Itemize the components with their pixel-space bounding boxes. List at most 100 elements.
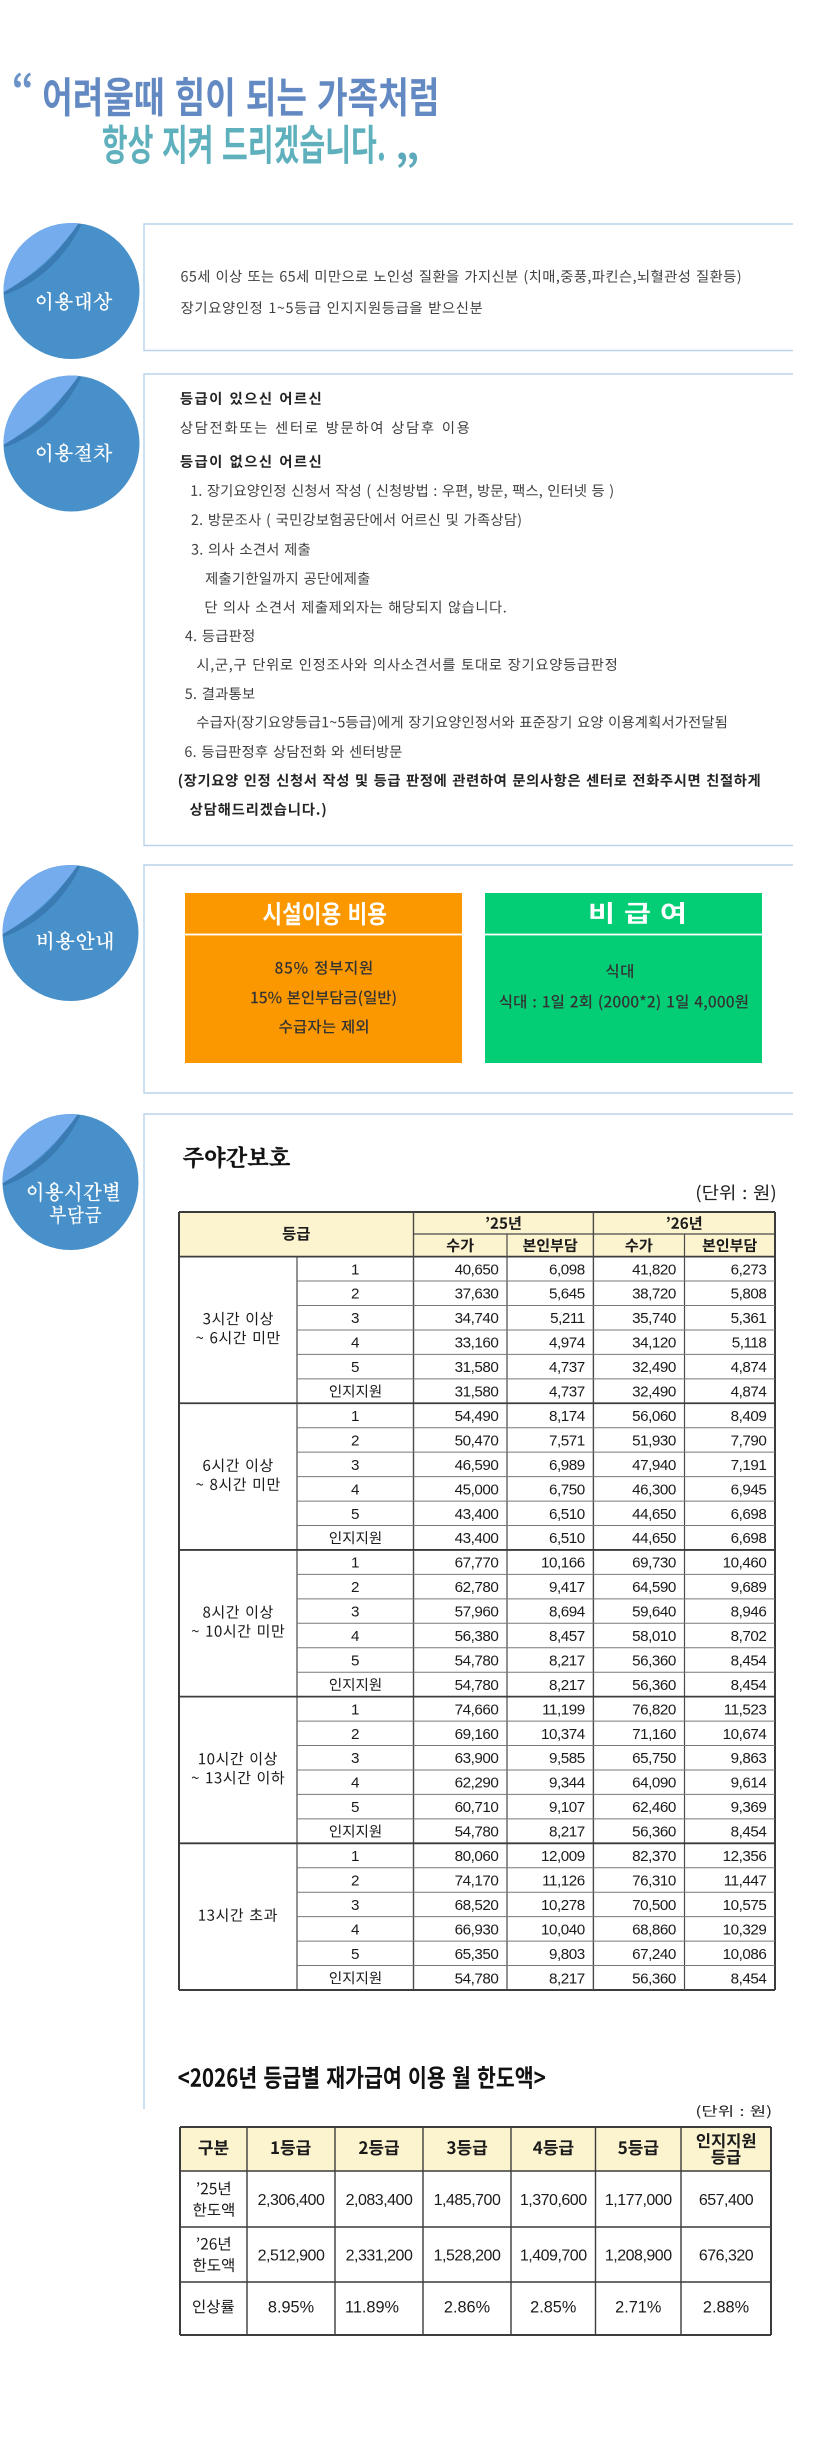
- svg-text:8,409: 8,409: [731, 1408, 767, 1425]
- svg-text:9,585: 9,585: [549, 1750, 585, 1767]
- svg-text:5: 5: [351, 1652, 359, 1669]
- svg-text:57,960: 57,960: [455, 1604, 499, 1621]
- svg-text:67,240: 67,240: [632, 1946, 676, 1963]
- svg-text:32,490: 32,490: [632, 1384, 676, 1401]
- svg-text:6,945: 6,945: [731, 1481, 767, 1498]
- svg-text:5: 5: [351, 1799, 359, 1816]
- svg-text:10,040: 10,040: [541, 1921, 585, 1938]
- svg-text:2: 2: [351, 1432, 359, 1449]
- svg-text:4: 4: [351, 1335, 359, 1352]
- svg-text:7,571: 7,571: [549, 1432, 585, 1449]
- svg-text:8,694: 8,694: [549, 1604, 585, 1621]
- svg-text:56,360: 56,360: [632, 1824, 676, 1841]
- svg-text:46,590: 46,590: [455, 1457, 499, 1474]
- svg-text:8,217: 8,217: [549, 1824, 585, 1841]
- svg-text:1,370,600: 1,370,600: [520, 2192, 587, 2209]
- svg-text:67,770: 67,770: [455, 1555, 499, 1572]
- svg-text:4,737: 4,737: [549, 1384, 585, 1401]
- svg-text:44,650: 44,650: [632, 1506, 676, 1523]
- svg-text:6,698: 6,698: [731, 1506, 767, 1523]
- svg-text:4: 4: [351, 1628, 359, 1645]
- svg-text:64,590: 64,590: [632, 1579, 676, 1596]
- svg-text:63,900: 63,900: [455, 1750, 499, 1767]
- svg-text:2: 2: [351, 1726, 359, 1743]
- svg-text:38,720: 38,720: [632, 1286, 676, 1303]
- svg-text:8,946: 8,946: [731, 1604, 767, 1621]
- svg-text:12,356: 12,356: [723, 1848, 767, 1865]
- svg-text:60,710: 60,710: [455, 1799, 499, 1816]
- svg-text:10,166: 10,166: [541, 1555, 585, 1572]
- svg-text:9,417: 9,417: [549, 1579, 585, 1596]
- svg-text:9,344: 9,344: [549, 1775, 585, 1792]
- svg-text:10,329: 10,329: [723, 1921, 767, 1938]
- svg-text:82,370: 82,370: [632, 1848, 676, 1865]
- svg-text:4,737: 4,737: [549, 1359, 585, 1376]
- svg-text:8,454: 8,454: [731, 1824, 767, 1841]
- svg-text:12,009: 12,009: [541, 1848, 585, 1865]
- svg-text:6,273: 6,273: [731, 1261, 767, 1278]
- svg-text:68,860: 68,860: [632, 1921, 676, 1938]
- svg-text:65,350: 65,350: [455, 1946, 499, 1963]
- svg-text:11.89%: 11.89%: [345, 2298, 399, 2316]
- svg-text:11,126: 11,126: [542, 1872, 585, 1889]
- svg-text:56,380: 56,380: [455, 1628, 499, 1645]
- svg-text:3: 3: [351, 1457, 359, 1474]
- svg-text:56,360: 56,360: [632, 1677, 676, 1694]
- svg-text:2.71%: 2.71%: [615, 2298, 661, 2316]
- svg-text:1,485,700: 1,485,700: [434, 2192, 501, 2209]
- svg-text:4,974: 4,974: [549, 1335, 585, 1352]
- svg-text:6,698: 6,698: [731, 1530, 767, 1547]
- svg-text:5,118: 5,118: [732, 1335, 767, 1352]
- svg-text:46,300: 46,300: [632, 1481, 676, 1498]
- svg-text:6,750: 6,750: [549, 1481, 585, 1498]
- svg-text:68,520: 68,520: [455, 1897, 499, 1914]
- svg-text:71,160: 71,160: [632, 1726, 676, 1743]
- svg-text:8,174: 8,174: [549, 1408, 585, 1425]
- svg-text:76,310: 76,310: [632, 1872, 676, 1889]
- svg-text:4,874: 4,874: [731, 1359, 767, 1376]
- svg-text:54,780: 54,780: [455, 1652, 499, 1669]
- svg-text:2,306,400: 2,306,400: [258, 2192, 325, 2209]
- svg-text:62,780: 62,780: [455, 1579, 499, 1596]
- svg-text:5,361: 5,361: [731, 1310, 767, 1327]
- svg-text:676,320: 676,320: [699, 2247, 754, 2264]
- svg-text:1,409,700: 1,409,700: [520, 2247, 587, 2264]
- svg-text:7,191: 7,191: [731, 1457, 767, 1474]
- svg-text:6,510: 6,510: [549, 1530, 585, 1547]
- svg-text:50,470: 50,470: [455, 1432, 499, 1449]
- svg-text:1: 1: [351, 1701, 359, 1718]
- svg-text:43,400: 43,400: [455, 1506, 499, 1523]
- svg-text:5,808: 5,808: [731, 1286, 767, 1303]
- svg-text:69,730: 69,730: [632, 1555, 676, 1572]
- svg-text:1: 1: [351, 1261, 359, 1278]
- svg-text:65,750: 65,750: [632, 1750, 676, 1767]
- svg-text:3: 3: [351, 1750, 359, 1767]
- svg-text:37,630: 37,630: [455, 1286, 499, 1303]
- svg-text:9,803: 9,803: [549, 1946, 585, 1963]
- svg-text:3: 3: [351, 1310, 359, 1327]
- svg-text:1: 1: [351, 1555, 359, 1572]
- svg-text:4: 4: [351, 1921, 359, 1938]
- svg-text:9,614: 9,614: [731, 1775, 767, 1792]
- svg-text:8,454: 8,454: [731, 1652, 767, 1669]
- svg-text:6,989: 6,989: [549, 1457, 585, 1474]
- svg-text:2,512,900: 2,512,900: [258, 2247, 325, 2264]
- svg-text:56,360: 56,360: [632, 1652, 676, 1669]
- svg-text:54,780: 54,780: [455, 1677, 499, 1694]
- svg-text:11,199: 11,199: [542, 1701, 585, 1718]
- svg-text:51,930: 51,930: [632, 1432, 676, 1449]
- svg-text:2,083,400: 2,083,400: [346, 2192, 413, 2209]
- svg-text:34,740: 34,740: [455, 1310, 499, 1327]
- svg-text:2: 2: [351, 1286, 359, 1303]
- svg-text:59,640: 59,640: [632, 1604, 676, 1621]
- svg-text:9,107: 9,107: [549, 1799, 585, 1816]
- svg-text:74,170: 74,170: [455, 1872, 499, 1889]
- svg-text:5,645: 5,645: [549, 1286, 585, 1303]
- svg-text:80,060: 80,060: [455, 1848, 499, 1865]
- svg-text:5: 5: [351, 1506, 359, 1523]
- svg-text:56,060: 56,060: [632, 1408, 676, 1425]
- svg-text:5: 5: [351, 1359, 359, 1376]
- svg-text:43,400: 43,400: [455, 1530, 499, 1547]
- svg-text:6,098: 6,098: [549, 1261, 585, 1278]
- svg-text:2.88%: 2.88%: [703, 2298, 749, 2316]
